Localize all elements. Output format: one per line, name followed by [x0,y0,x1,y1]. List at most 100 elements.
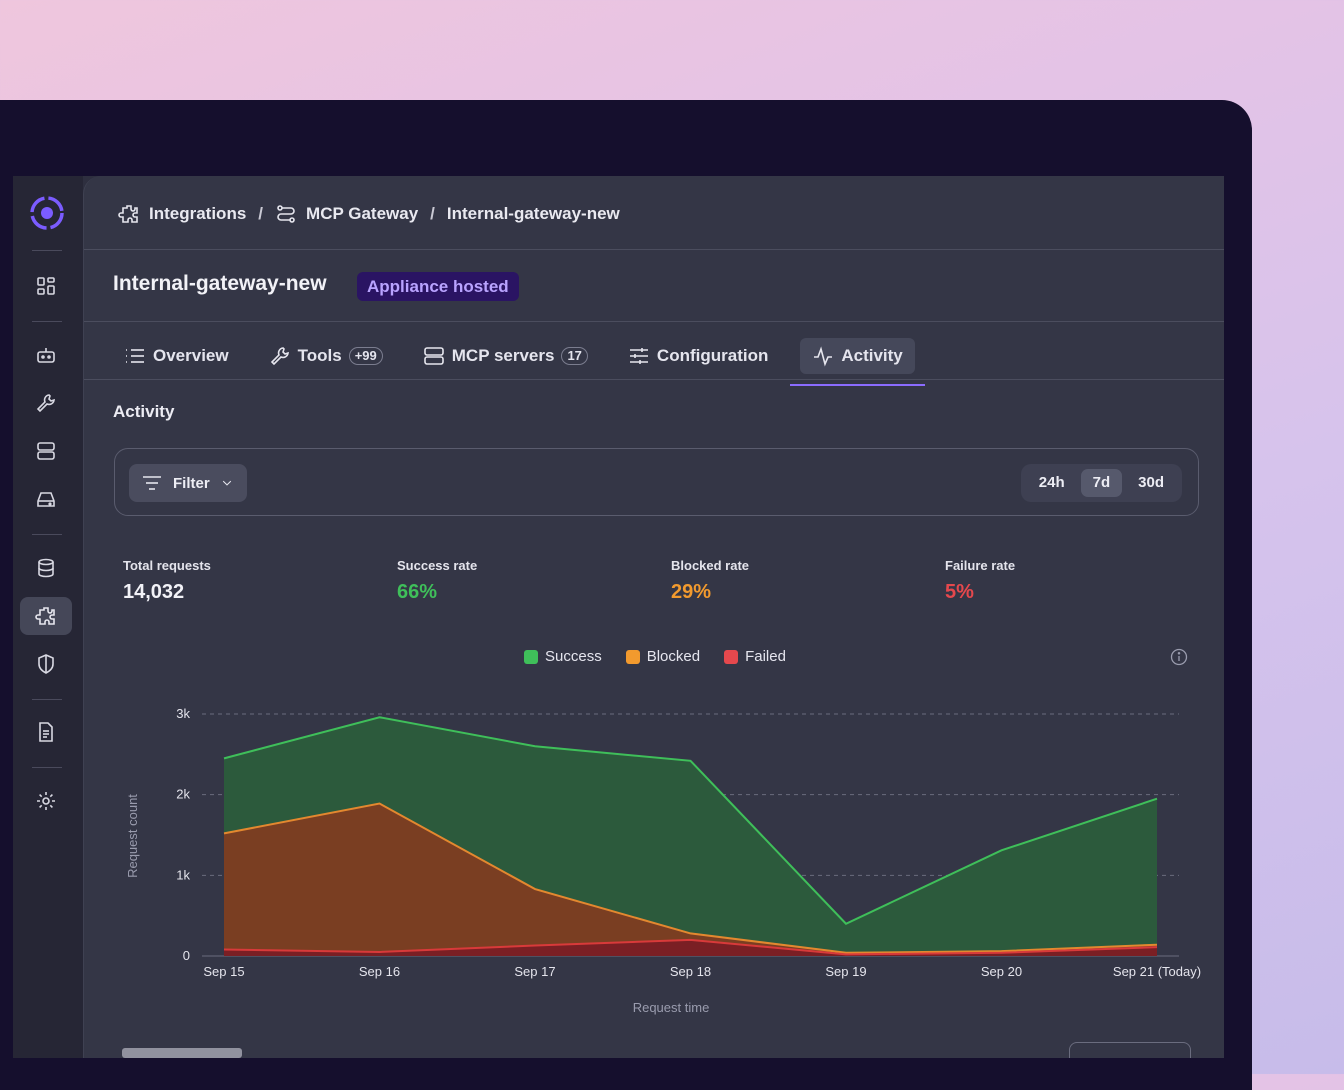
sidebar-item-logs[interactable] [20,713,72,751]
legend-label: Success [545,648,602,665]
stat-label: Blocked rate [671,558,749,573]
x-tick-label: Sep 18 [670,964,711,979]
stat-success-rate: Success rate 66% [397,558,477,604]
divider [84,379,1224,380]
main-panel: Integrations / MCP Gateway / Internal-ga… [83,176,1224,1058]
info-icon[interactable] [1170,648,1188,666]
breadcrumb-mcp-gateway[interactable]: MCP Gateway [275,203,418,225]
tab-label: MCP servers [452,346,555,366]
legend-item-failed[interactable]: Failed [724,648,786,665]
range-24h[interactable]: 24h [1027,469,1077,497]
sidebar-item-settings[interactable] [20,782,72,820]
y-tick-label: 3k [176,706,190,721]
next-section-title [122,1048,242,1058]
breadcrumb-label: MCP Gateway [306,204,418,224]
wrench-icon [269,345,291,367]
app-window: Integrations / MCP Gateway / Internal-ga… [13,176,1224,1058]
time-range-selector: 24h 7d 30d [1021,464,1182,502]
x-axis-title: Request time [633,1000,710,1015]
drive-icon [35,488,57,510]
dashboard-icon [35,275,57,297]
shield-icon [35,653,57,675]
range-30d[interactable]: 30d [1126,469,1176,497]
sidebar-item-security[interactable] [20,645,72,683]
sidebar-item-dashboard[interactable] [20,267,72,305]
hosting-badge: Appliance hosted [357,272,519,301]
tab-label: Overview [153,346,229,366]
server-icon [423,345,445,367]
tab-tools[interactable]: Tools +99 [257,338,395,374]
page-title: Internal-gateway-new [113,272,327,296]
stat-label: Total requests [123,558,211,573]
sidebar-item-integrations[interactable] [20,597,72,635]
route-icon [275,203,297,225]
breadcrumb-integrations[interactable]: Integrations [118,203,246,225]
stat-failure-rate: Failure rate 5% [945,558,1015,604]
x-tick-label: Sep 21 (Today) [1113,964,1201,979]
tab-count-badge: 17 [561,347,587,365]
sidebar-item-tools[interactable] [20,384,72,422]
server-icon [35,440,57,462]
divider [84,249,1224,250]
tab-bar: Overview Tools +99 MCP servers 17 Config… [112,332,931,380]
breadcrumb: Integrations / MCP Gateway / Internal-ga… [118,200,620,228]
y-tick-label: 2k [176,787,190,802]
divider [32,534,62,535]
stat-value: 14,032 [123,581,211,604]
list-icon [124,345,146,367]
tab-label: Configuration [657,346,768,366]
range-7d[interactable]: 7d [1081,469,1123,497]
divider [32,767,62,768]
stat-value: 66% [397,581,477,604]
settings-icon [35,790,57,812]
chevron-down-icon [220,476,234,490]
tab-label: Activity [841,346,902,366]
tab-activity[interactable]: Activity [800,338,914,374]
breadcrumb-label: Internal-gateway-new [447,204,620,224]
divider [32,321,62,322]
stat-total-requests: Total requests 14,032 [123,558,211,604]
y-tick-label: 1k [176,867,190,882]
tab-mcp-servers[interactable]: MCP servers 17 [411,338,600,374]
puzzle-icon [118,203,140,225]
legend-swatch [524,650,538,664]
activity-icon [812,345,834,367]
stat-label: Failure rate [945,558,1015,573]
chart-legend: Success Blocked Failed [524,648,786,665]
y-tick-label: 0 [183,948,190,963]
filter-button[interactable]: Filter [129,464,247,502]
legend-item-blocked[interactable]: Blocked [626,648,700,665]
legend-label: Failed [745,648,786,665]
x-tick-label: Sep 20 [981,964,1022,979]
sliders-icon [628,345,650,367]
filter-bar: Filter 24h 7d 30d [114,448,1199,516]
breadcrumb-label: Integrations [149,204,246,224]
sidebar-item-servers[interactable] [20,432,72,470]
filter-label: Filter [173,475,210,492]
sidebar-item-data[interactable] [20,549,72,587]
legend-item-success[interactable]: Success [524,648,602,665]
tab-label: Tools [298,346,342,366]
x-tick-label: Sep 16 [359,964,400,979]
stat-label: Success rate [397,558,477,573]
y-axis-title: Request count [125,794,140,878]
stat-blocked-rate: Blocked rate 29% [671,558,749,604]
database-icon [35,557,57,579]
puzzle-icon [35,605,57,627]
divider [32,699,62,700]
divider [84,321,1224,322]
tab-configuration[interactable]: Configuration [616,338,780,374]
legend-swatch [626,650,640,664]
wrench-icon [35,392,57,414]
sidebar-item-agents[interactable] [20,336,72,374]
breadcrumb-current: Internal-gateway-new [447,204,620,224]
app-logo[interactable] [26,192,68,234]
next-section-button[interactable] [1069,1042,1191,1058]
sidebar-item-storage[interactable] [20,480,72,518]
breadcrumb-separator: / [258,204,263,224]
x-tick-label: Sep 17 [514,964,555,979]
sidebar [13,176,83,1058]
stat-value: 5% [945,581,1015,604]
tab-overview[interactable]: Overview [112,338,241,374]
